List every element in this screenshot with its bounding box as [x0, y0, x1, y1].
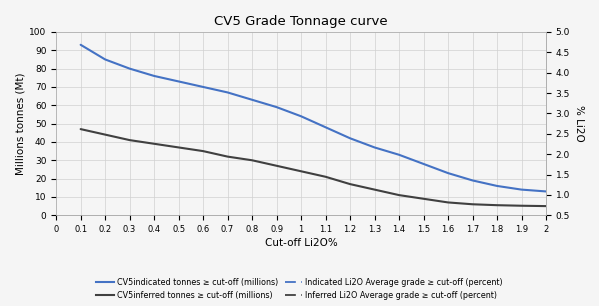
X-axis label: Cut-off Li2O%: Cut-off Li2O%: [265, 238, 337, 248]
Legend: CV5indicated tonnes ≥ cut-off (millions), CV5inferred tonnes ≥ cut-off (millions: CV5indicated tonnes ≥ cut-off (millions)…: [93, 275, 506, 302]
Y-axis label: % Li2O: % Li2O: [574, 105, 584, 142]
Y-axis label: Millions tonnes (Mt): Millions tonnes (Mt): [15, 72, 25, 175]
Title: CV5 Grade Tonnage curve: CV5 Grade Tonnage curve: [214, 15, 388, 28]
